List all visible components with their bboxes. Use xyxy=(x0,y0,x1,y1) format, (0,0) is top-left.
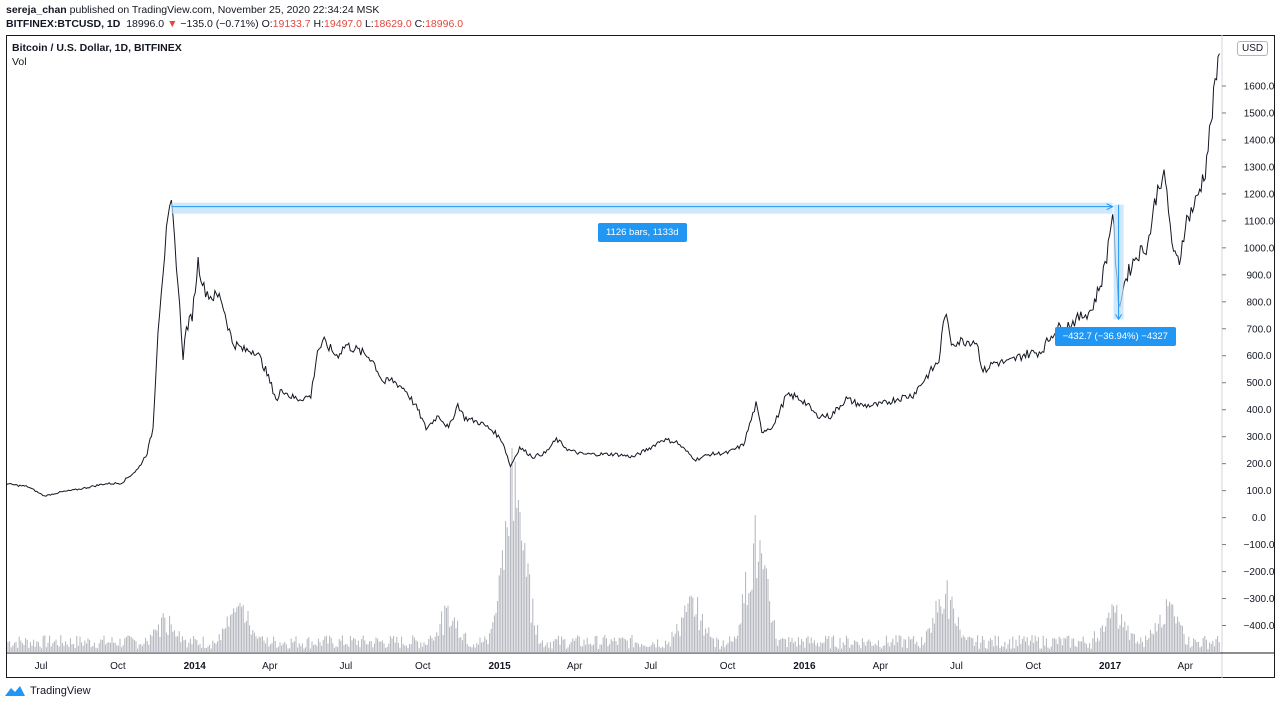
time-tick-label: Jul xyxy=(644,661,657,672)
price-tick-label: 1600.0 xyxy=(1244,81,1275,92)
price-tick-label: 1500.0 xyxy=(1244,108,1275,119)
low-value: 18629.0 xyxy=(373,18,412,30)
brand-name: TradingView xyxy=(30,685,91,697)
drop-measure-label[interactable]: −432.7 (−36.94%) −4327 xyxy=(1054,327,1176,347)
price-tick-label: 300.0 xyxy=(1246,432,1271,443)
price-line xyxy=(6,53,1220,497)
author-name[interactable]: sereja_chan xyxy=(6,4,67,16)
price-tick-label: 900.0 xyxy=(1246,270,1271,281)
price-tick-label: −100.0 xyxy=(1244,540,1275,551)
range-measure-band xyxy=(171,202,1113,214)
down-arrow-icon: ▼ xyxy=(167,18,178,30)
price-tick-label: 100.0 xyxy=(1246,486,1271,497)
price-change: −135.0 (−0.71%) xyxy=(180,18,259,30)
time-tick-label: Jul xyxy=(950,661,963,672)
publish-info: sereja_chan published on TradingView.com… xyxy=(6,3,1276,17)
price-tick-label: 1400.0 xyxy=(1244,135,1275,146)
time-tick-label: Apr xyxy=(567,661,583,672)
price-tick-label: 600.0 xyxy=(1246,351,1271,362)
time-tick-label: 2015 xyxy=(488,661,511,672)
time-tick-label: Apr xyxy=(873,661,889,672)
publish-text: published on TradingView.com, November 2… xyxy=(66,4,380,16)
price-chart[interactable]: 1600.0 1500.0 1400.0 1300.0 1200.0 1100.0 1000… xyxy=(6,35,1275,678)
volume-legend[interactable]: Vol xyxy=(12,56,27,68)
price-tick-label: 1000.0 xyxy=(1244,243,1275,254)
time-tick-label: Oct xyxy=(110,661,126,672)
range-arrow-icon xyxy=(1106,203,1114,211)
open-value: 19133.7 xyxy=(272,18,311,30)
close-label: C: xyxy=(414,18,426,30)
series-title[interactable]: Bitcoin / U.S. Dollar, 1D, BITFINEX xyxy=(12,42,182,54)
symbol-ohlc-line: BITFINEX:BTCUSD, 1D 18996.0 ▼ −135.0 (−0… xyxy=(6,17,1276,31)
price-tick-label: 0.0 xyxy=(1252,513,1266,524)
time-tick-label: Apr xyxy=(1177,661,1193,672)
currency-badge[interactable]: USD xyxy=(1237,41,1269,56)
price-tick-label: 1300.0 xyxy=(1244,162,1275,173)
price-tick-label: −300.0 xyxy=(1244,594,1275,605)
time-tick-label: Jul xyxy=(340,661,353,672)
time-tick-label: Apr xyxy=(262,661,278,672)
price-tick-label: −200.0 xyxy=(1244,567,1275,578)
high-value: 19497.0 xyxy=(324,18,363,30)
tradingview-logo-icon xyxy=(5,686,25,696)
range-measure-label[interactable]: 1126 bars, 1133d xyxy=(597,222,687,242)
drop-arrow-icon xyxy=(1115,314,1123,321)
high-label: H: xyxy=(313,18,325,30)
open-label: O: xyxy=(261,18,273,30)
price-tick-label: 500.0 xyxy=(1246,378,1271,389)
price-tick-label: −400.0 xyxy=(1244,621,1275,632)
price-tick-label: 1100.0 xyxy=(1244,216,1274,227)
price-tick-label: 400.0 xyxy=(1246,405,1271,416)
symbol-label[interactable]: BITFINEX:BTCUSD, 1D xyxy=(6,18,121,30)
price-tick-label: 200.0 xyxy=(1246,459,1271,470)
close-value: 18996.0 xyxy=(425,18,464,30)
price-tick-label: 1200.0 xyxy=(1244,189,1275,200)
price-tick-label: 700.0 xyxy=(1246,324,1271,335)
time-tick-label: Oct xyxy=(720,661,736,672)
chart-frame[interactable] xyxy=(6,35,1275,678)
last-price: 18996.0 xyxy=(126,18,165,30)
time-tick-label: 2014 xyxy=(184,661,207,672)
footer-brand[interactable]: TradingView xyxy=(4,684,91,698)
time-tick-label: Oct xyxy=(1025,661,1041,672)
chart-header: sereja_chan published on TradingView.com… xyxy=(6,3,1276,31)
price-tick-label: 800.0 xyxy=(1246,297,1271,308)
time-tick-label: 2017 xyxy=(1099,661,1122,672)
low-label: L: xyxy=(364,18,374,30)
time-tick-label: Jul xyxy=(35,661,48,672)
time-tick-label: 2016 xyxy=(793,661,816,672)
time-tick-label: Oct xyxy=(415,661,431,672)
